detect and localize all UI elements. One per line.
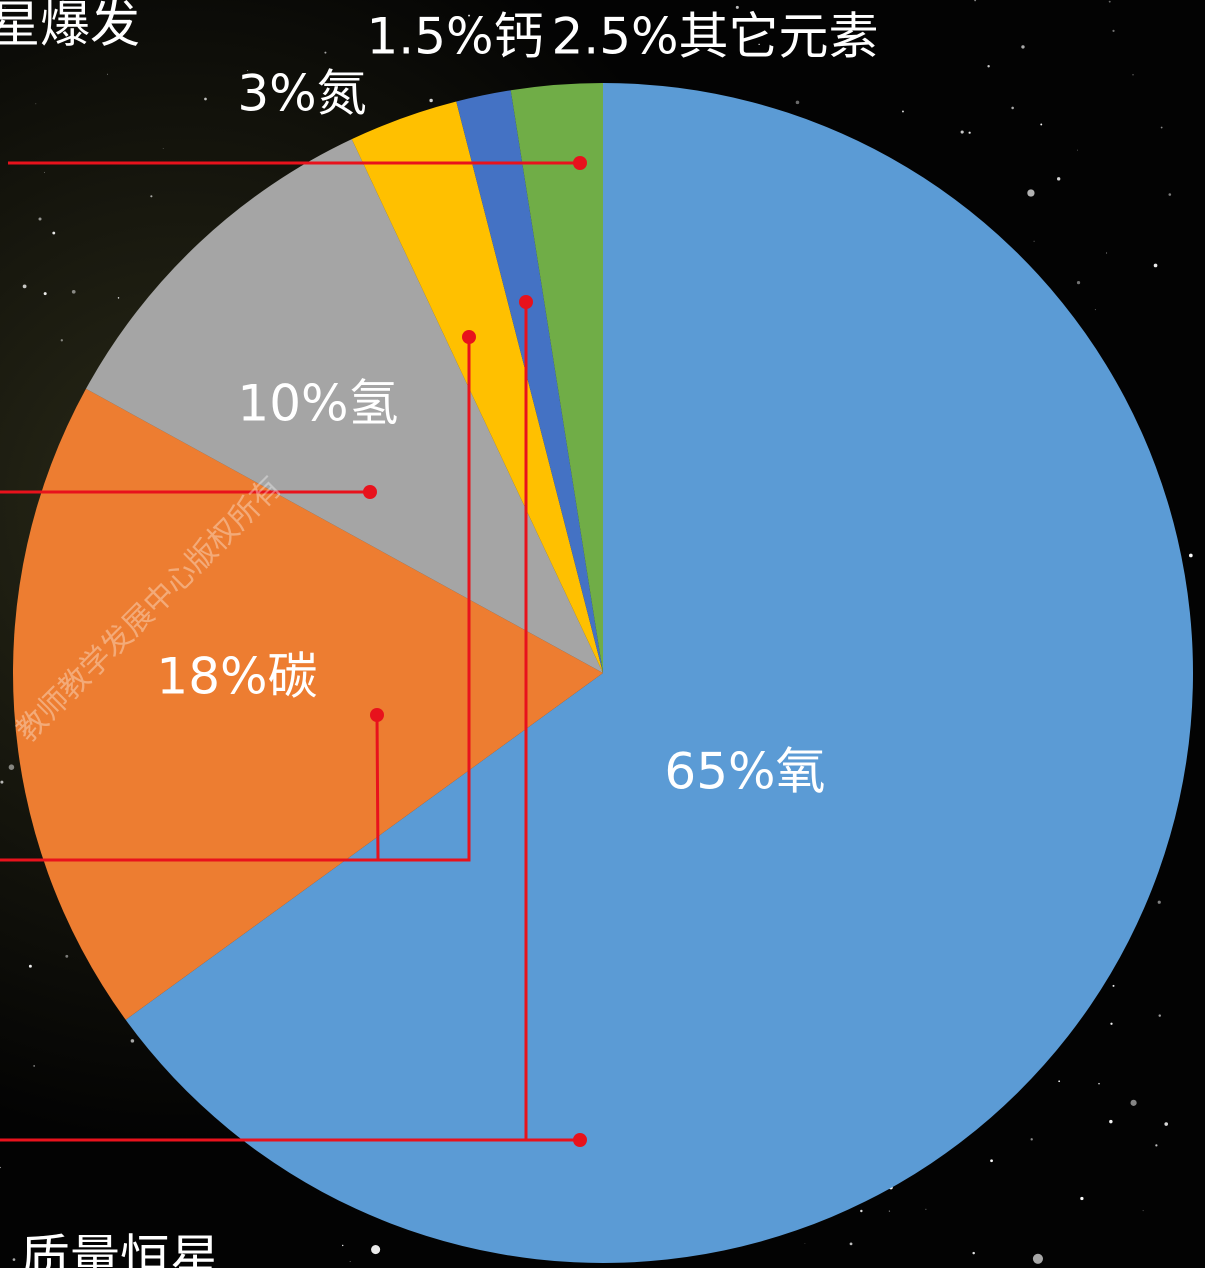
star — [758, 43, 760, 46]
star — [1011, 106, 1014, 110]
pie-slice — [12, 388, 603, 1020]
star — [1098, 1082, 1100, 1085]
star — [1076, 280, 1081, 285]
star — [12, 1258, 16, 1261]
star — [1112, 984, 1115, 987]
star — [1110, 1022, 1113, 1025]
star — [1021, 45, 1025, 49]
star — [52, 231, 56, 235]
star — [902, 110, 904, 113]
star — [61, 0, 65, 4]
star — [1080, 1196, 1084, 1201]
star — [968, 131, 971, 134]
pie-slice — [125, 83, 1194, 1264]
pie — [12, 83, 1194, 1264]
data-label: 2.5%其它元素 — [551, 8, 878, 66]
star — [162, 148, 164, 149]
star — [22, 284, 27, 289]
star — [371, 1245, 381, 1255]
pie-slice — [351, 101, 603, 673]
data-label: 18%碳 — [156, 648, 317, 706]
star — [33, 1065, 35, 1067]
star — [925, 1208, 927, 1210]
star — [1094, 309, 1096, 311]
star — [1109, 1119, 1113, 1124]
annotation: 质量恒星 — [20, 1230, 220, 1268]
data-label: 10%氢 — [237, 375, 398, 433]
star — [1153, 263, 1158, 268]
star — [130, 1039, 135, 1043]
star — [65, 954, 69, 958]
data-label: 1.5%钙 — [366, 8, 543, 66]
star — [1027, 189, 1035, 197]
star — [1130, 1099, 1137, 1106]
star — [43, 292, 47, 296]
star — [849, 1242, 853, 1246]
star — [341, 1244, 344, 1247]
star — [324, 51, 327, 54]
star — [974, 0, 977, 2]
star — [1157, 900, 1161, 904]
star — [860, 1209, 863, 1213]
star — [4, 7, 6, 9]
star — [1032, 1253, 1044, 1264]
data-label: 65%氧 — [664, 743, 825, 801]
star — [987, 65, 990, 68]
annotation: 星爆发 — [0, 0, 140, 54]
star — [1040, 123, 1043, 126]
star — [1142, 1210, 1144, 1212]
star — [1030, 1138, 1033, 1141]
star — [150, 195, 153, 198]
pie-slice — [85, 139, 603, 673]
data-label: 3%氮 — [237, 65, 366, 123]
star — [71, 289, 76, 294]
star — [1112, 29, 1115, 32]
connectors — [0, 156, 587, 1147]
star — [1160, 126, 1163, 129]
star — [38, 217, 42, 221]
star — [1106, 252, 1108, 254]
star — [429, 98, 433, 103]
star — [960, 130, 964, 134]
star — [1132, 74, 1134, 76]
star — [8, 764, 15, 770]
star — [1189, 553, 1193, 558]
star — [1057, 177, 1061, 181]
star — [972, 1251, 975, 1255]
star — [795, 100, 800, 105]
pie-slice — [510, 83, 603, 673]
star — [0, 1166, 1, 1169]
labels: 65%氧 18%碳 10%氢 3%氮1.5%钙 2.5%其它元素 — [156, 8, 878, 801]
star — [35, 103, 37, 105]
star — [1168, 193, 1172, 196]
star — [1164, 1122, 1169, 1126]
star — [990, 1159, 993, 1163]
star — [60, 339, 63, 342]
star — [28, 964, 32, 968]
star — [349, 1260, 351, 1262]
star — [44, 171, 46, 173]
star — [106, 73, 108, 75]
star — [1058, 1080, 1061, 1083]
star — [1108, 0, 1111, 3]
star — [1158, 1014, 1161, 1017]
star — [204, 97, 207, 101]
star — [1155, 1144, 1158, 1147]
star — [1033, 240, 1035, 242]
star — [888, 1210, 891, 1212]
pie-slice — [456, 90, 603, 674]
star — [0, 780, 4, 784]
star — [247, 70, 249, 71]
star — [735, 5, 739, 9]
star — [1077, 149, 1078, 151]
star — [468, 14, 471, 17]
star — [804, 1243, 806, 1244]
star — [117, 297, 120, 299]
